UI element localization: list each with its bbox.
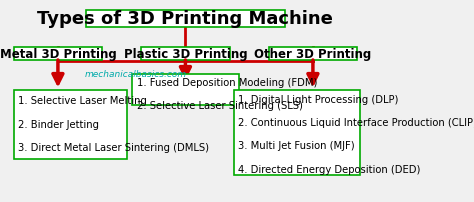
- FancyBboxPatch shape: [269, 48, 357, 61]
- FancyBboxPatch shape: [14, 48, 102, 61]
- Text: Other 3D Printing: Other 3D Printing: [254, 48, 372, 61]
- FancyBboxPatch shape: [132, 75, 238, 105]
- Text: mechanicalbasics.com: mechanicalbasics.com: [85, 70, 187, 79]
- Text: Types of 3D Printing Machine: Types of 3D Printing Machine: [37, 10, 333, 28]
- Text: 1. Fused Deposition Modeling (FDM)

2. Selective Laser Sintering (SLS): 1. Fused Deposition Modeling (FDM) 2. Se…: [137, 78, 317, 111]
- FancyBboxPatch shape: [234, 91, 360, 175]
- Text: 1. Selective Laser Melting

2. Binder Jetting

3. Direct Metal Laser Sintering (: 1. Selective Laser Melting 2. Binder Jet…: [18, 96, 209, 152]
- FancyBboxPatch shape: [141, 48, 230, 61]
- Text: Plastic 3D Printing: Plastic 3D Printing: [124, 48, 247, 61]
- FancyBboxPatch shape: [86, 11, 284, 28]
- FancyBboxPatch shape: [14, 91, 127, 159]
- Text: 1. Digital Light Processing (DLP)

2. Continuous Liquid Interface Production (CL: 1. Digital Light Processing (DLP) 2. Con…: [238, 95, 474, 174]
- Text: Metal 3D Printing: Metal 3D Printing: [0, 48, 116, 61]
